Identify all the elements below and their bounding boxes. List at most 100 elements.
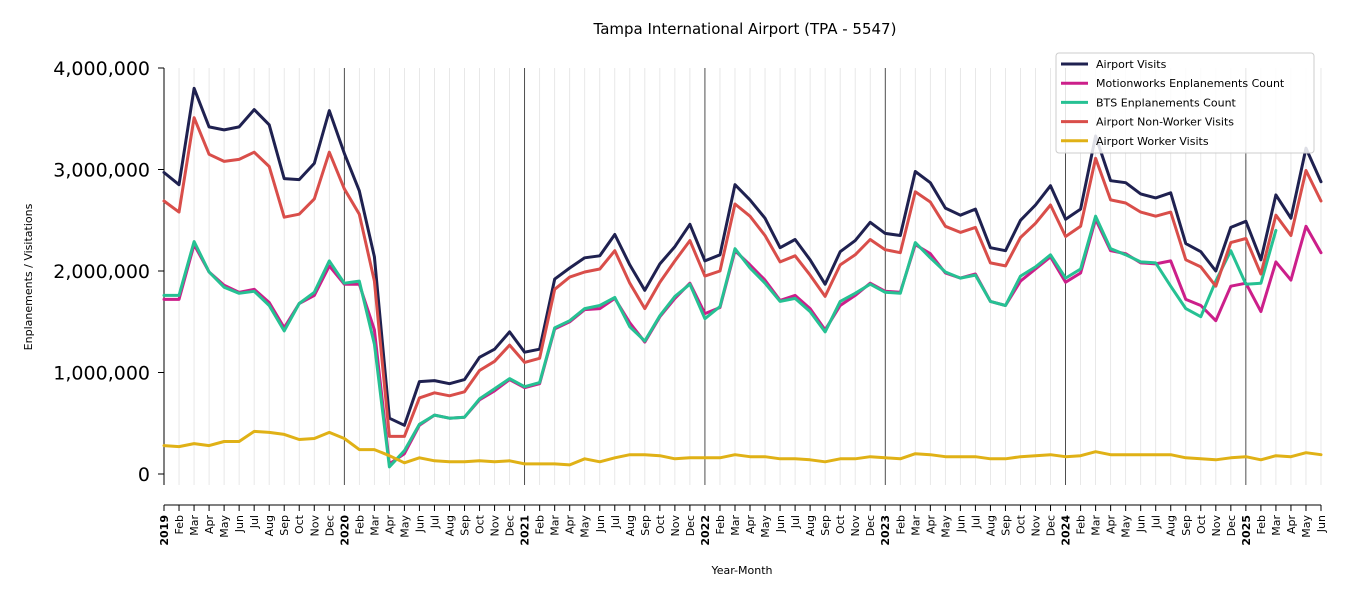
legend-label: Airport Non-Worker Visits <box>1096 116 1234 129</box>
x-tick-label: Apr <box>1285 515 1298 535</box>
x-tick-label: Oct <box>1195 514 1208 534</box>
x-tick-label: 2021 <box>519 515 532 546</box>
x-tick-label: Dec <box>1225 515 1238 536</box>
legend: Airport Visits Motionworks Enplanements C… <box>1055 52 1315 154</box>
x-tick-label: 2023 <box>879 515 892 546</box>
x-tick-label: 2020 <box>338 515 351 546</box>
x-tick-label: Feb <box>1075 515 1088 534</box>
x-tick-label: Feb <box>173 515 186 534</box>
x-tick-label: Nov <box>669 515 682 537</box>
x-tick-label: May <box>218 515 231 538</box>
x-tick-label: Aug <box>1165 515 1178 536</box>
x-axis-label: Year-Month <box>710 564 772 577</box>
x-tick-label: Sep <box>819 515 832 536</box>
legend-label: Motionworks Enplanements Count <box>1096 77 1285 90</box>
x-tick-label: Apr <box>924 515 937 535</box>
x-tick-label: Dec <box>1045 515 1058 536</box>
x-tick-label: Mar <box>368 515 381 536</box>
x-tick-label: Apr <box>383 515 396 535</box>
x-tick-label: Jul <box>609 515 622 529</box>
x-tick-label: Apr <box>564 515 577 535</box>
x-tick-label: Mar <box>549 515 562 536</box>
y-tick-label: 1,000,000 <box>53 363 150 385</box>
x-tick-label: Apr <box>1105 515 1118 535</box>
x-tick-label: Aug <box>804 515 817 536</box>
x-tick-label: 2024 <box>1060 515 1073 546</box>
x-tick-label: May <box>579 515 592 538</box>
x-tick-label: Jun <box>1135 515 1148 533</box>
legend-label: Airport Visits <box>1096 58 1167 71</box>
x-tick-label: Sep <box>999 515 1012 536</box>
legend-box <box>1055 52 1315 154</box>
x-tick-label: 2022 <box>699 515 712 546</box>
x-tick-label: Mar <box>909 515 922 536</box>
legend-label: BTS Enplanements Count <box>1096 96 1237 109</box>
x-tick-label: Aug <box>443 515 456 536</box>
x-tick-label: Mar <box>188 515 201 536</box>
y-axis-label: Enplanements / Visitations <box>22 203 35 350</box>
x-tick-label: Dec <box>504 515 517 536</box>
x-tick-label: Jun <box>1315 515 1328 533</box>
x-tick-label: Aug <box>624 515 637 536</box>
x-tick-label: Feb <box>1255 515 1268 534</box>
x-tick-label: Aug <box>263 515 276 536</box>
x-tick-label: Jul <box>428 515 441 529</box>
x-tick-label: May <box>1300 515 1313 538</box>
x-tick-label: 2025 <box>1240 515 1253 546</box>
legend-label: Airport Worker Visits <box>1096 135 1209 148</box>
x-tick-label: Oct <box>293 514 306 534</box>
x-tick-label: Nov <box>849 515 862 537</box>
x-tick-label: Jul <box>248 515 261 529</box>
x-tick-label: May <box>398 515 411 538</box>
y-tick-label: 4,000,000 <box>53 58 150 80</box>
y-axis: 0 1,000,000 2,000,000 3,000,000 4,000,000 <box>53 58 165 486</box>
x-tick-label: Oct <box>474 514 487 534</box>
chart-title: Tampa International Airport (TPA - 5547) <box>593 20 897 38</box>
y-tick-label: 3,000,000 <box>53 160 150 182</box>
x-tick-label: Dec <box>684 515 697 536</box>
x-tick-label: Nov <box>1030 515 1043 537</box>
series-line <box>162 217 1323 466</box>
x-axis: 2019 Feb Mar Apr May Jun Jul Aug Sep Oct Nov Dec 202… <box>158 504 1328 546</box>
x-tick-label: Feb <box>353 515 366 534</box>
series-line <box>162 86 1323 427</box>
x-tick-label: Oct <box>1014 514 1027 534</box>
x-tick-label: Sep <box>639 515 652 536</box>
x-tick-label: Jul <box>1150 515 1163 529</box>
x-tick-label: May <box>1120 515 1133 538</box>
x-tick-label: Feb <box>714 515 727 534</box>
series-line <box>162 116 1323 438</box>
x-tick-label: Feb <box>894 515 907 534</box>
x-tick-label: Dec <box>864 515 877 536</box>
y-tick-label: 2,000,000 <box>53 261 150 283</box>
x-tick-label: Nov <box>489 515 502 537</box>
x-tick-label: Dec <box>323 515 336 536</box>
series-line <box>162 214 1278 469</box>
x-tick-label: Oct <box>654 514 667 534</box>
x-tick-label: Oct <box>834 514 847 534</box>
x-tick-label: Nov <box>308 515 321 537</box>
x-tick-label: Jul <box>969 515 982 529</box>
x-tick-label: Jul <box>789 515 802 529</box>
series-lines <box>162 86 1323 469</box>
x-tick-label: Mar <box>1270 515 1283 536</box>
x-tick-label: Jun <box>233 515 246 533</box>
y-tick-label: 0 <box>138 464 150 486</box>
x-tick-label: Aug <box>984 515 997 536</box>
x-tick-label: 2019 <box>158 515 171 546</box>
x-tick-label: Jun <box>954 515 967 533</box>
x-tick-label: Nov <box>1210 515 1223 537</box>
x-tick-label: Sep <box>459 515 472 536</box>
x-tick-label: Mar <box>1090 515 1103 536</box>
x-tick-label: Jun <box>594 515 607 533</box>
x-tick-label: May <box>759 515 772 538</box>
x-tick-label: Apr <box>744 515 757 535</box>
series-line <box>162 429 1323 467</box>
x-tick-label: Jun <box>774 515 787 533</box>
x-tick-label: Jun <box>413 515 426 533</box>
x-tick-label: Sep <box>1180 515 1193 536</box>
x-tick-label: May <box>939 515 952 538</box>
x-tick-label: Apr <box>203 515 216 535</box>
x-tick-label: Feb <box>534 515 547 534</box>
